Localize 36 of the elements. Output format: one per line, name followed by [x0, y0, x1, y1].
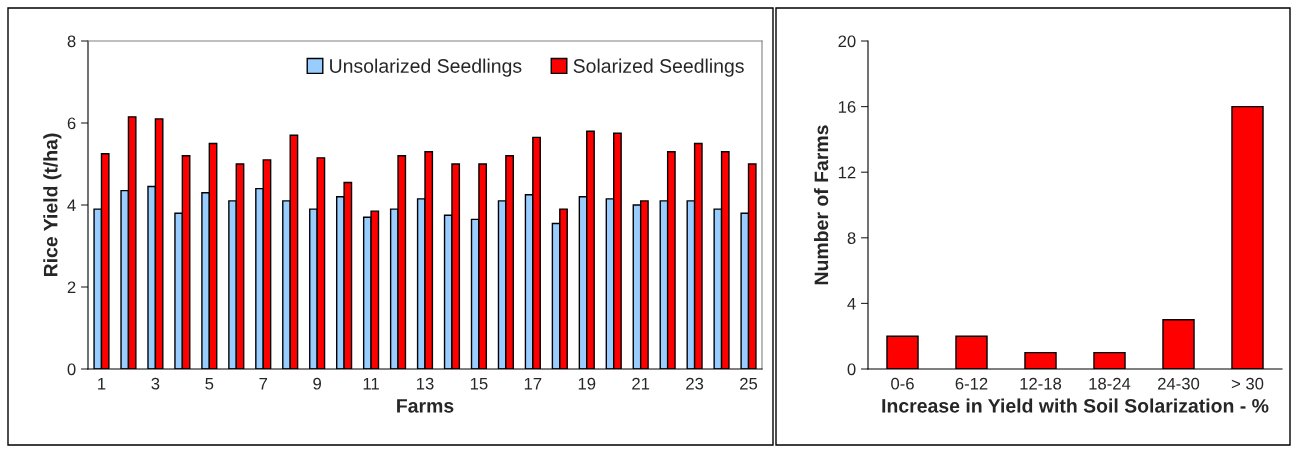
- x-axis-title: Increase in Yield with Soil Solarization - %: [882, 398, 1269, 413]
- y-tick-label: 2: [67, 281, 76, 294]
- x-tick-label: 11: [363, 377, 379, 390]
- x-tick-label: 25: [740, 377, 758, 390]
- y-tick-label: 6: [67, 117, 76, 130]
- y-tick-label: 8: [847, 232, 856, 244]
- x-tick-label: 15: [470, 377, 488, 390]
- y-tick-label: 16: [838, 101, 856, 113]
- x-tick-label: 0-6: [891, 377, 914, 390]
- x-tick-label: 7: [259, 377, 268, 390]
- x-tick-label: 23: [686, 377, 704, 390]
- x-tick-label: 9: [313, 377, 322, 390]
- legend-label: Solarized Seedlings: [573, 58, 744, 77]
- y-tick-label: 8: [67, 35, 76, 48]
- x-tick-label: 6-12: [955, 377, 988, 390]
- y-axis-title: Number of Farms: [813, 125, 829, 285]
- y-tick-label: 4: [67, 199, 76, 212]
- legend-label: Unsolarized Seedlings: [330, 58, 522, 77]
- x-tick-label: 21: [632, 377, 650, 390]
- x-tick-label: 12-18: [1020, 377, 1062, 390]
- x-tick-label: 3: [151, 377, 160, 390]
- y-axis-title: Rice Yield (t/ha): [43, 133, 62, 277]
- x-tick-label: 5: [205, 377, 214, 390]
- y-tick-label: 0: [847, 363, 856, 376]
- x-tick-label: > 30: [1231, 377, 1264, 390]
- x-tick-label: 19: [578, 377, 596, 390]
- y-tick-label: 4: [847, 297, 856, 310]
- x-axis-title: Farms: [397, 399, 454, 413]
- x-tick-label: 24-30: [1158, 377, 1200, 390]
- y-tick-label: 12: [838, 166, 856, 179]
- x-tick-label: 13: [417, 377, 434, 390]
- x-tick-label: 1: [98, 377, 106, 390]
- y-tick-label: 20: [838, 35, 856, 48]
- y-tick-label: 0: [67, 363, 76, 376]
- x-tick-label: 17: [524, 377, 542, 390]
- x-tick-label: 18-24: [1089, 377, 1131, 390]
